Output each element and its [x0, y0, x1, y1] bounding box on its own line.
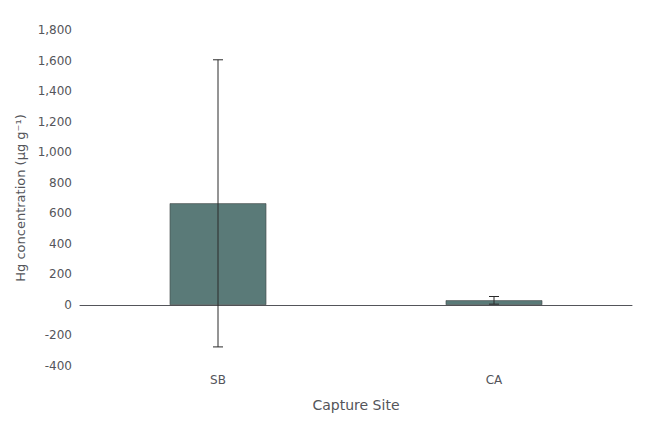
svg-text:SB: SB: [210, 373, 226, 387]
svg-text:600: 600: [49, 206, 72, 220]
svg-text:800: 800: [49, 176, 72, 190]
svg-text:Hg concentration (μg g⁻¹): Hg concentration (μg g⁻¹): [13, 114, 28, 281]
svg-text:Capture Site: Capture Site: [313, 397, 400, 413]
svg-text:-200: -200: [45, 328, 72, 342]
svg-text:1,400: 1,400: [38, 84, 72, 98]
svg-text:1,800: 1,800: [38, 23, 72, 37]
svg-text:1,200: 1,200: [38, 115, 72, 129]
svg-text:400: 400: [49, 237, 72, 251]
svg-text:1,000: 1,000: [38, 145, 72, 159]
svg-text:200: 200: [49, 267, 72, 281]
svg-text:0: 0: [64, 298, 72, 312]
svg-text:CA: CA: [486, 373, 503, 387]
svg-text:1,600: 1,600: [38, 54, 72, 68]
svg-text:-400: -400: [45, 359, 72, 373]
